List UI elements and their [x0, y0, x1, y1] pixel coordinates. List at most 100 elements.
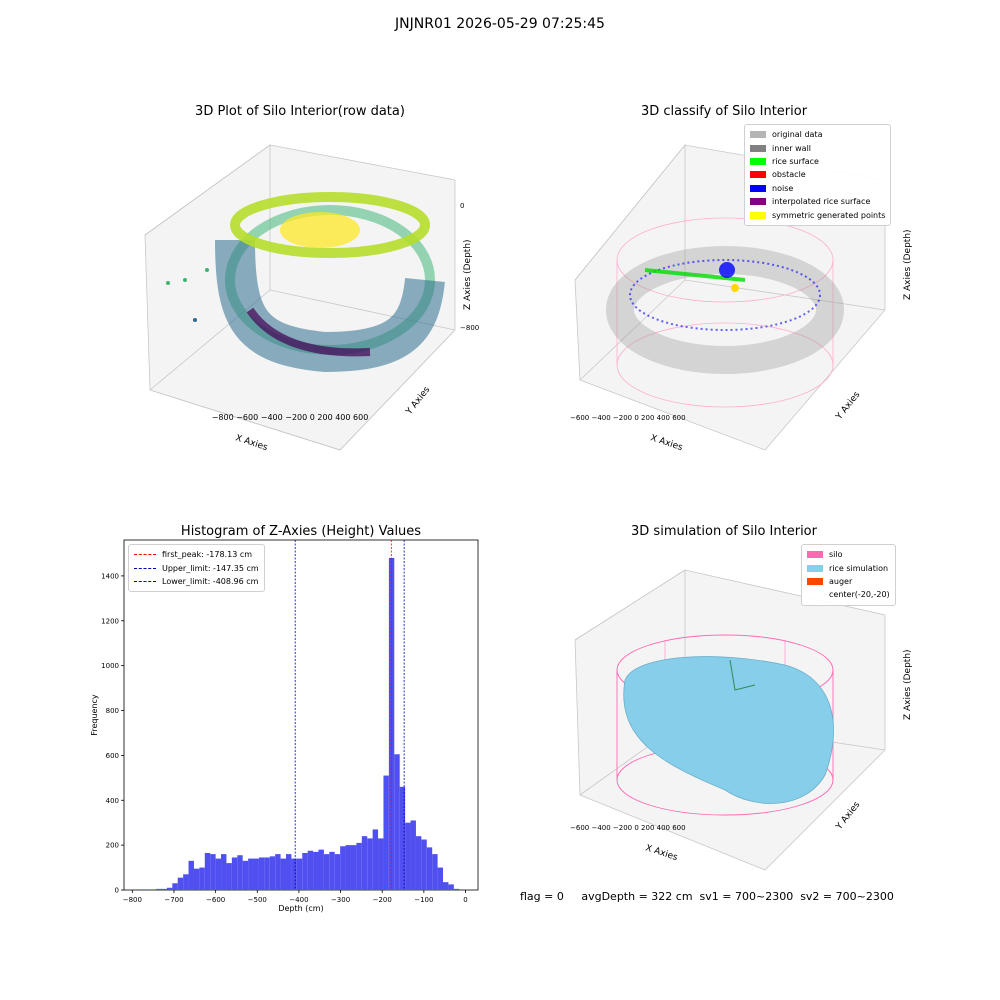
hist-bar [313, 851, 319, 890]
hist-bar [242, 860, 249, 890]
hist-legend: first_peak: -178.13 cm Upper_limit: -147.… [128, 544, 265, 593]
hist-x-tick-label: −500 [248, 896, 267, 904]
hist-bar [161, 888, 167, 890]
classify-legend-swatch [750, 184, 766, 192]
hist-bar [372, 829, 379, 890]
status-footer: flag = 0 avgDepth = 322 cm sv1 = 700~230… [520, 890, 894, 903]
raw-point-cloud [166, 192, 445, 373]
classify-legend-label: symmetric generated points [772, 210, 886, 220]
hist-bar [437, 867, 444, 890]
hist-title: Histogram of Z-Axies (Height) Values [180, 524, 422, 539]
hist-bar [199, 867, 205, 890]
classify-z-label: Z Axies (Depth) [903, 229, 913, 300]
hist-bar [296, 858, 303, 890]
hist-x-tick-label: −100 [414, 896, 433, 904]
raw-z-ticks: −800 [460, 324, 479, 332]
hist-bar [350, 845, 357, 890]
hist-bar [426, 847, 433, 890]
hist-bar [334, 854, 341, 890]
classify-silo-cylinder [616, 217, 834, 408]
hist-bar [361, 836, 368, 890]
simulation-legend-label: auger [829, 576, 853, 586]
hist-bar [264, 857, 270, 890]
hist-bar [323, 854, 330, 890]
classify-legend-item: interpolated rice surface [750, 195, 885, 208]
classify-legend-item: rice surface [750, 155, 885, 168]
hist-bar [221, 854, 227, 890]
simulation-legend: silo rice simulation auger center(-20,-20) [801, 544, 896, 606]
simulation-legend-item: center(-20,-20) [807, 588, 890, 601]
classify-legend-swatch [750, 157, 766, 165]
hist-bar [383, 775, 389, 890]
hist-bar [269, 856, 276, 890]
hist-legend-label: Lower_limit: -408.96 cm [162, 576, 259, 586]
hist-legend-item: Lower_limit: -408.96 cm [134, 575, 259, 588]
simulation-x-ticks: −600 −400 −200 0 200 400 600 [570, 824, 686, 832]
classify-y-label: Y Axies [834, 390, 863, 423]
hist-x-tick-label: −400 [289, 896, 308, 904]
hist-bar [177, 877, 184, 890]
hist-bar [275, 854, 281, 890]
hist-y-tick-label: 600 [106, 752, 119, 760]
hist-bar [166, 887, 173, 890]
hist-bar [150, 889, 157, 890]
classify-plot-title: 3D classify of Silo Interior [640, 104, 808, 119]
hist-bar [253, 858, 259, 890]
hist-bar [453, 888, 460, 890]
hist-legend-label: Upper_limit: -147.35 cm [162, 563, 259, 573]
hist-bar [139, 889, 146, 890]
classify-legend: original data inner wall rice surface obsta… [744, 124, 892, 226]
hist-x-tick-label: −200 [373, 896, 392, 904]
hist-bar [183, 874, 189, 890]
hist-y-tick-label: 1000 [101, 662, 119, 670]
simulation-legend-label: rice simulation [829, 563, 889, 573]
hist-legend-line [134, 567, 156, 569]
hist-bar [399, 786, 406, 890]
hist-bar [307, 850, 314, 890]
classify-legend-label: noise [772, 183, 794, 193]
classify-legend-item: noise [750, 182, 885, 195]
hist-bar [258, 857, 265, 890]
hist-bar [231, 857, 238, 890]
hist-bar [405, 822, 411, 890]
hist-bar [394, 754, 400, 890]
histogram-chart: −800 −700 −600 −500 −400 −300 −200 −100 0 0 200 400… [90, 539, 479, 913]
classify-legend-swatch [750, 131, 766, 139]
classify-legend-label: rice surface [772, 156, 819, 166]
classify-legend-swatch [750, 198, 766, 206]
raw-z-label: Z Axies (Depth) [463, 239, 473, 310]
classify-legend-swatch [750, 211, 766, 219]
hist-bar [280, 858, 287, 890]
hist-bar [345, 845, 351, 890]
hist-x-tick-label: −300 [331, 896, 350, 904]
classify-legend-swatch [750, 144, 766, 152]
hist-legend-line [134, 580, 156, 582]
hist-legend-label: first_peak: -178.13 cm [162, 550, 253, 560]
simulation-z-label: Z Axies (Depth) [903, 649, 913, 720]
hist-legend-line [134, 554, 156, 556]
simulation-legend-swatch [807, 564, 823, 572]
simulation-legend-swatch [807, 577, 823, 585]
hist-bar [204, 852, 211, 890]
hist-bar [226, 863, 232, 890]
hist-x-tick-label: 0 [463, 896, 467, 904]
simulation-legend-item: rice simulation [807, 561, 890, 574]
hist-y-label: Frequency [90, 694, 99, 736]
classify-point-cloud [606, 246, 844, 374]
simulation-legend-label: silo [829, 550, 843, 560]
raw-x-ticks: −800 −600 −400 −200 0 200 400 600 [212, 413, 369, 422]
hist-bar [432, 854, 438, 890]
raw-3d-plot: −800 −600 −400 −200 0 200 400 600 X Axie… [144, 144, 479, 453]
hist-bar [237, 855, 243, 890]
hist-y-tick-label: 800 [106, 707, 119, 715]
hist-x-tick-label: −800 [123, 896, 142, 904]
simulation-legend-swatch [807, 551, 823, 559]
hist-bar [188, 860, 194, 890]
hist-bar [302, 852, 308, 890]
raw-plot-title: 3D Plot of Silo Interior(row data) [195, 104, 405, 119]
simulation-y-label: Y Axies [834, 800, 863, 833]
hist-bar [156, 888, 162, 890]
classify-legend-swatch [750, 171, 766, 179]
hist-bar [248, 858, 254, 890]
classify-x-ticks: −600 −400 −200 0 200 400 600 [570, 414, 686, 422]
